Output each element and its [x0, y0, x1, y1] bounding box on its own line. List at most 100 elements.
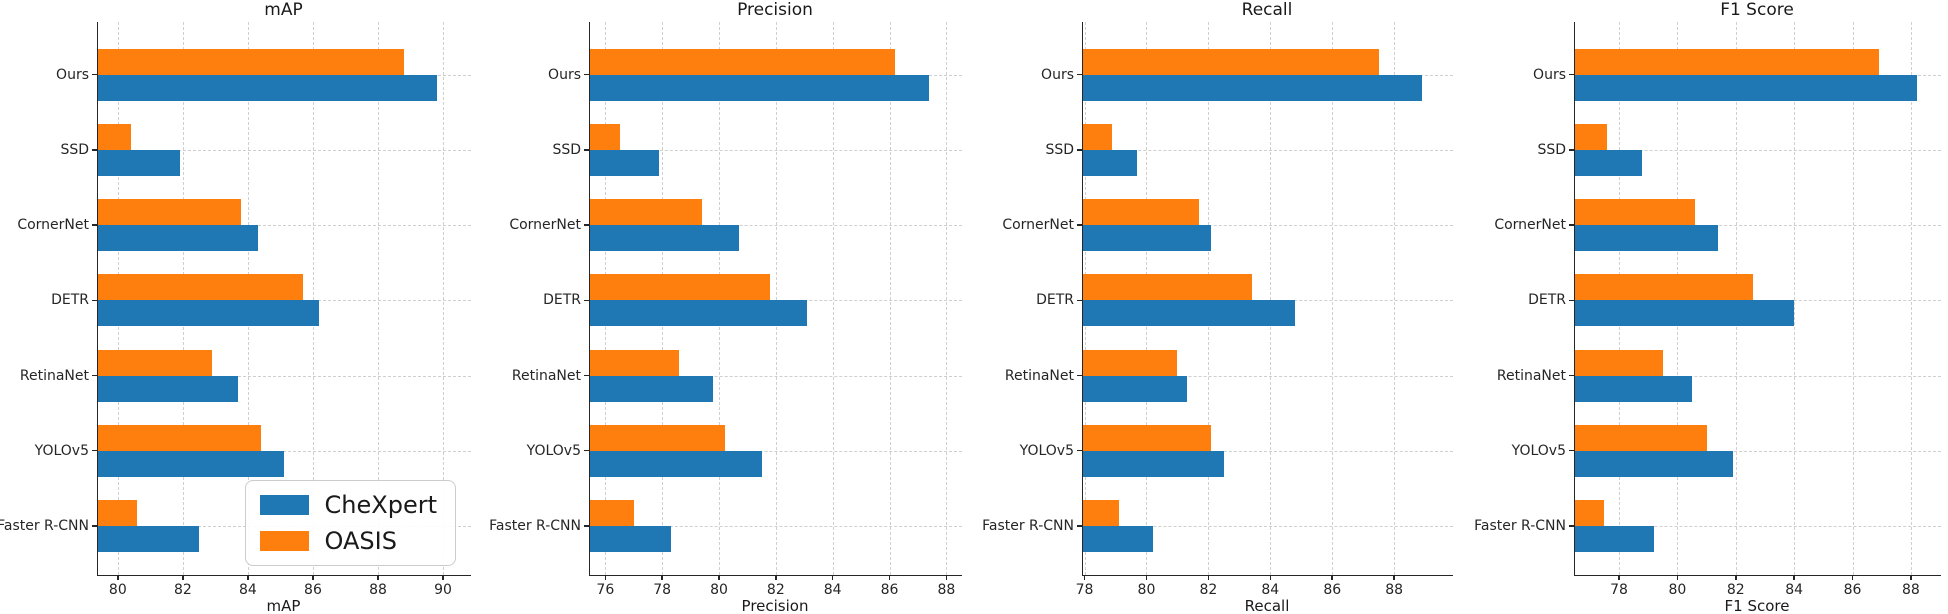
subplot-f1-score: F1 Score 78 80 82 84 86 88 Ours SSD CornerNet DET…: [1474, 0, 1941, 614]
bar-oasis-retinanet: [1575, 349, 1663, 376]
bar-oasis-cornernet: [1575, 199, 1695, 226]
x-tick-mark: [831, 575, 834, 580]
y-tick-mark: [1568, 73, 1574, 76]
y-tick-mark: [91, 73, 97, 76]
y-tick-mark: [1076, 449, 1082, 452]
gridline-y: [98, 450, 471, 452]
gridline-x: [1794, 22, 1796, 575]
bar-oasis-ours: [1575, 48, 1879, 75]
y-tick-label-retinanet: RetinaNet: [511, 367, 581, 384]
bar-chexpert-ours: [98, 74, 437, 101]
y-tick-mark: [91, 299, 97, 302]
gridline-x: [443, 22, 445, 575]
bar-oasis-ours: [1083, 48, 1379, 75]
legend-label-oasis: OASIS: [324, 527, 397, 555]
y-tick-label-detr: DETR: [1528, 292, 1566, 309]
bar-chexpert-yolov5: [590, 450, 762, 477]
bar-chexpert-cornernet: [590, 225, 739, 252]
y-tick-mark: [1076, 224, 1082, 226]
y-tick-label-ssd: SSD: [1045, 141, 1074, 158]
x-tick-label: 88: [937, 582, 956, 598]
bar-chexpert-cornernet: [1083, 225, 1212, 252]
x-tick-mark: [1393, 575, 1395, 580]
x-tick-label: 88: [1902, 582, 1920, 598]
x-tick-mark: [1910, 575, 1912, 580]
legend-entry-chexpert: CheXpert: [259, 493, 437, 517]
gridline-y: [590, 450, 962, 452]
subplot-recall: Recall 78 80 82 84 86 88 Ours SSD CornerNet DETR R…: [982, 0, 1453, 614]
legend-entry-oasis: OASIS: [259, 527, 437, 555]
plot-area: 78 80 82 84 86 88 Ours SSD CornerNet DETR RetinaNe…: [1474, 22, 1941, 598]
y-tick-label-faster-r-cnn: Faster R-CNN: [489, 517, 581, 534]
legend: CheXpert OASIS: [244, 480, 456, 566]
y-tick-mark: [583, 449, 589, 452]
x-tick-label: 80: [1668, 582, 1687, 598]
bar-oasis-retinanet: [1083, 349, 1178, 376]
y-tick-mark: [91, 374, 97, 377]
x-tick-label: 78: [653, 582, 672, 598]
bar-chexpert-faster-r-cnn: [1575, 525, 1655, 552]
x-tick-mark: [377, 575, 379, 580]
gridline-y: [98, 149, 471, 151]
x-tick-mark: [945, 575, 948, 580]
bar-oasis-ssd: [590, 123, 620, 150]
y-tick-label-faster-r-cnn: Faster R-CNN: [1474, 517, 1566, 534]
gridline-x: [312, 22, 314, 575]
y-tick-label-ssd: SSD: [1537, 141, 1566, 158]
x-tick-mark: [718, 575, 720, 580]
bar-oasis-faster-r-cnn: [590, 499, 634, 526]
chart-title: Recall: [1241, 0, 1293, 20]
gridline-x: [832, 22, 834, 575]
x-tick-label: 90: [434, 582, 452, 598]
subplot-map: mAP 80 82 84 86 88 90 Ours SSD CornerNet DETR Reti…: [0, 0, 471, 614]
x-tick-mark: [1331, 575, 1333, 580]
y-tick-mark: [91, 525, 97, 527]
y-tick-label-cornernet: CornerNet: [1002, 217, 1074, 234]
gridline-x: [1394, 22, 1396, 575]
y-tick-mark: [1568, 449, 1574, 452]
bar-chexpert-yolov5: [1575, 450, 1733, 477]
bar-chexpert-detr: [590, 300, 808, 327]
y-tick-label-cornernet: CornerNet: [509, 217, 581, 234]
x-tick-label: 80: [108, 582, 127, 598]
x-tick-mark: [661, 575, 663, 580]
y-tick-mark: [583, 73, 589, 76]
plot-area: 80 82 84 86 88 90 Ours SSD CornerNet DETR RetinaNe…: [0, 22, 471, 598]
gridline-x: [1270, 22, 1272, 575]
bar-chexpert-retinanet: [590, 375, 714, 402]
x-tick-label: 82: [1726, 582, 1745, 598]
bar-oasis-detr: [590, 274, 771, 301]
gridline-y: [590, 149, 962, 151]
x-tick-label: 86: [1323, 582, 1342, 598]
y-tick-mark: [1568, 525, 1574, 527]
y-tick-label-cornernet: CornerNet: [17, 217, 89, 234]
gridline-x: [946, 22, 948, 575]
bar-oasis-faster-r-cnn: [98, 499, 138, 526]
y-tick-label-ours: Ours: [1533, 66, 1566, 83]
y-tick-label-yolov5: YOLOv5: [1019, 442, 1074, 459]
bar-chexpert-cornernet: [98, 225, 258, 252]
x-tick-label: 80: [710, 582, 728, 598]
bar-chexpert-yolov5: [1083, 450, 1224, 477]
bar-chexpert-ours: [1575, 74, 1917, 101]
y-tick-label-retinanet: RetinaNet: [1496, 367, 1566, 384]
y-tick-mark: [91, 224, 97, 226]
x-tick-mark: [1851, 575, 1854, 580]
gridline-y: [590, 375, 962, 377]
y-tick-label-detr: DETR: [51, 292, 89, 309]
y-tick-mark: [583, 149, 589, 151]
gridline-y: [1083, 225, 1453, 227]
x-tick-label: 78: [1610, 582, 1628, 598]
x-tick-mark: [312, 575, 314, 580]
bar-oasis-cornernet: [98, 199, 242, 226]
gridline-x: [1852, 22, 1854, 575]
bar-oasis-faster-r-cnn: [1083, 499, 1119, 526]
x-tick-mark: [1269, 575, 1272, 580]
x-tick-mark: [1735, 575, 1737, 580]
y-tick-mark: [583, 224, 589, 226]
bar-chexpert-ssd: [590, 149, 660, 176]
x-tick-mark: [117, 575, 119, 580]
chart-title: mAP: [264, 0, 303, 20]
y-tick-label-faster-r-cnn: Faster R-CNN: [0, 517, 89, 534]
gridline-y: [1083, 525, 1453, 527]
